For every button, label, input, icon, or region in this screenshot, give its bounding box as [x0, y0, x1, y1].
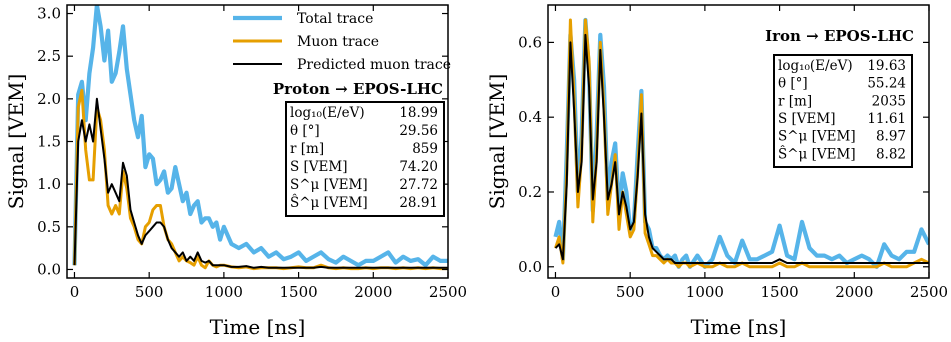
x-tick-label: 1000	[686, 283, 724, 301]
info-value: 8.82	[876, 146, 906, 162]
info-key: log₁₀(E/eV)	[778, 58, 853, 74]
x-tick-label: 1500	[760, 283, 798, 301]
y-tick-label: 2.5	[37, 47, 61, 65]
info-value: 11.61	[867, 111, 906, 127]
y-tick-label: 0.0	[518, 258, 542, 276]
x-tick-label: 500	[135, 283, 164, 301]
x-tick-label: 2500	[910, 283, 948, 301]
x-tick-label: 0	[551, 283, 561, 301]
info-value: 29.56	[399, 123, 438, 139]
y-axis-title: Signal [VEM]	[485, 74, 509, 210]
info-key: Ŝ^μ [VEM]	[290, 194, 368, 211]
x-tick-label: 2500	[429, 283, 467, 301]
x-axis-title: Time [ns]	[210, 315, 306, 339]
info-value: 8.97	[876, 129, 906, 145]
y-axis-title: Signal [VEM]	[4, 74, 28, 210]
y-tick-label: 0.0	[37, 260, 61, 278]
x-tick-label: 0	[70, 283, 80, 301]
info-value: 18.99	[399, 105, 438, 121]
y-tick-label: 2.0	[37, 90, 61, 108]
info-key: S [VEM]	[778, 111, 836, 127]
y-tick-label: 0.6	[518, 33, 542, 51]
x-axis-title: Time [ns]	[691, 315, 787, 339]
y-tick-label: 1.5	[37, 133, 61, 151]
panel-title: Proton → EPOS-LHC	[273, 80, 443, 98]
series-predicted-line	[73, 97, 448, 269]
series-predicted-line	[554, 33, 929, 264]
x-tick-label: 1000	[205, 283, 243, 301]
legend-label-total: Total trace	[297, 11, 373, 27]
info-key: log₁₀(E/eV)	[290, 105, 365, 121]
info-key: S [VEM]	[290, 159, 348, 175]
y-tick-label: 3.0	[37, 5, 61, 23]
legend-label-predicted: Predicted muon trace	[297, 57, 451, 73]
info-value: 859	[412, 141, 438, 157]
x-tick-label: 500	[616, 283, 645, 301]
info-key: Ŝ^μ [VEM]	[778, 145, 856, 162]
y-tick-label: 1.0	[37, 175, 61, 193]
info-value: 27.72	[399, 177, 438, 193]
y-tick-label: 0.2	[518, 183, 542, 201]
series-total-line	[72, 5, 448, 268]
info-value: 55.24	[867, 76, 906, 92]
y-tick-label: 0.4	[518, 108, 542, 126]
info-key: θ [°]	[290, 123, 320, 139]
legend-label-muon: Muon trace	[297, 34, 379, 50]
x-tick-label: 2000	[835, 283, 873, 301]
info-key: θ [°]	[778, 76, 808, 92]
plot-frame	[547, 4, 930, 279]
iron-panel: 0 500 1000 1500 2000 2500 0.0 0.2 0.4 0.6 Time [ns…	[485, 4, 948, 339]
info-box	[285, 101, 445, 217]
x-tick-label: 2000	[354, 283, 392, 301]
info-key: S^μ [VEM]	[290, 177, 368, 193]
info-box	[773, 54, 913, 168]
x-tick-label: 1500	[279, 283, 317, 301]
info-key: r [m]	[778, 93, 812, 109]
info-key: S^μ [VEM]	[778, 129, 856, 145]
info-value: 28.91	[399, 195, 438, 211]
panel-title: Iron → EPOS-LHC	[765, 27, 914, 45]
info-value: 74.20	[399, 159, 438, 175]
proton-panel: 0 500 1000 1500 2000 2500 0.0 0.5 1.0 1.5 2.0 2.5 3.…	[4, 4, 467, 339]
info-value: 19.63	[867, 58, 906, 74]
y-tick-label: 0.5	[37, 218, 61, 236]
info-value: 2035	[872, 93, 906, 109]
info-key: r [m]	[290, 141, 324, 157]
